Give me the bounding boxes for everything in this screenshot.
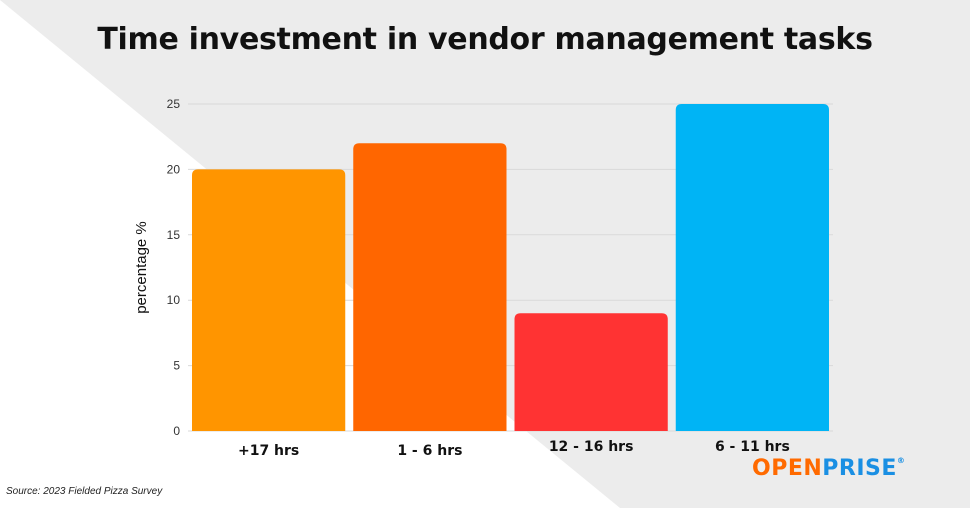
y-tick-label: 25 (167, 97, 181, 111)
chart-title: Time investment in vendor management tas… (97, 22, 873, 57)
bar (675, 104, 829, 431)
bar (192, 169, 346, 431)
y-tick-label: 20 (167, 162, 181, 176)
y-axis-label: percentage % (133, 221, 150, 314)
y-tick-label: 15 (167, 228, 181, 242)
y-tick-label: 10 (167, 293, 181, 307)
y-tick-label: 5 (173, 359, 180, 373)
x-tick-label: 1 - 6 hrs (397, 443, 462, 459)
bar (353, 143, 507, 432)
logo-part-open: OPEN (752, 456, 823, 481)
y-tick-label: 0 (173, 424, 180, 438)
x-tick-label: 6 - 11 hrs (715, 439, 790, 455)
openprise-logo: OPENPRISE® (752, 456, 905, 481)
x-tick-label: 12 - 16 hrs (549, 439, 634, 455)
source-note: Source: 2023 Fielded Pizza Survey (6, 486, 163, 497)
logo-registered-mark: ® (896, 456, 906, 465)
logo-part-prise: PRISE (822, 456, 897, 481)
x-tick-label: +17 hrs (238, 443, 299, 459)
bar (514, 313, 668, 431)
